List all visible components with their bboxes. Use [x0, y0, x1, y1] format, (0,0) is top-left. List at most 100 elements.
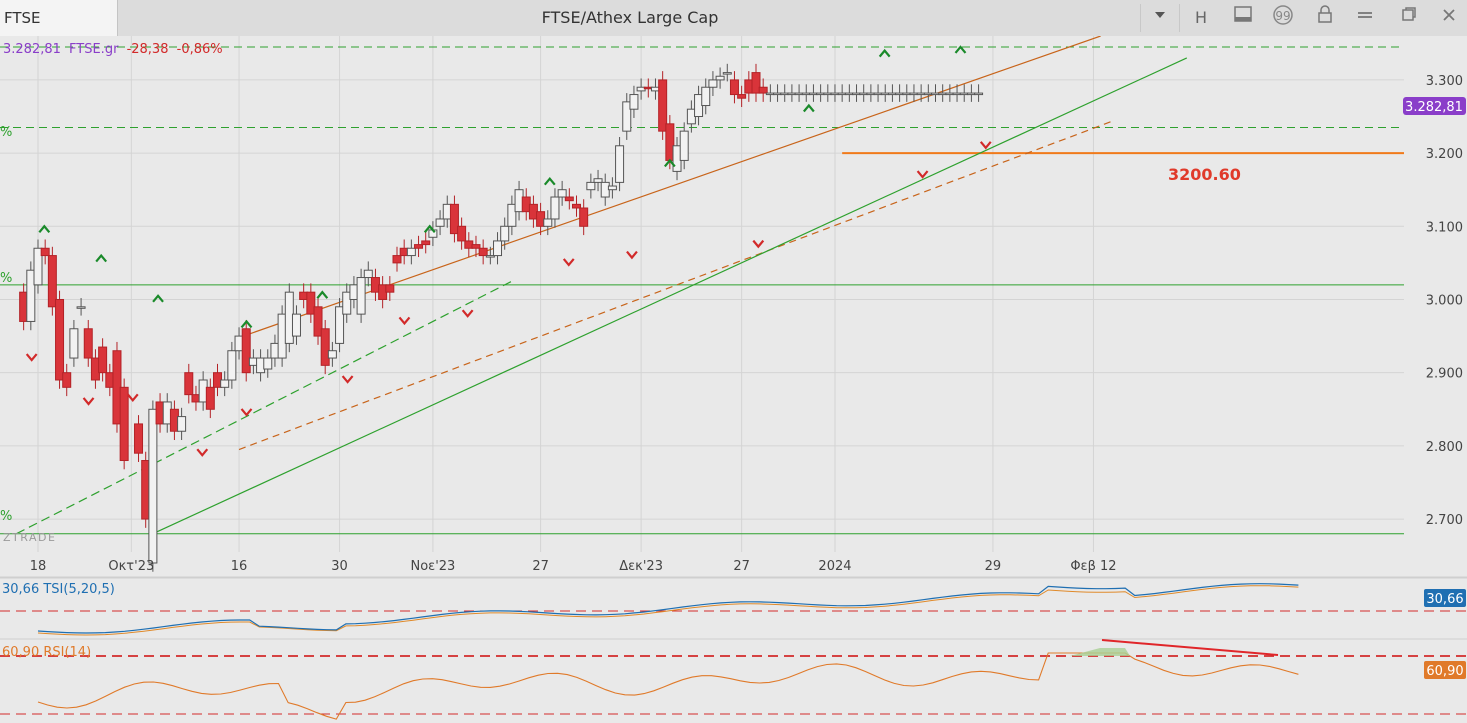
support-trend-line: [152, 57, 1188, 535]
candle-body: [758, 86, 768, 94]
quote-icon[interactable]: 99: [1268, 4, 1298, 32]
fib-pct-mark: %: [0, 271, 12, 286]
candle-body: [579, 207, 589, 227]
candle-body: [148, 408, 158, 564]
candle-body: [457, 225, 467, 242]
candle-body: [493, 240, 503, 257]
candle-body: [629, 94, 639, 110]
down-chevron-icon: [25, 353, 38, 362]
svg-text:3.282,81: 3.282,81: [1405, 100, 1463, 115]
rsi-overbought-fill: [1070, 648, 1130, 656]
down-chevron-icon: [461, 309, 474, 318]
time-tick-label: 29: [985, 559, 1002, 574]
rsi-label: 60,90 RSI(14): [2, 645, 91, 660]
readout-price: 3.282,81: [3, 42, 61, 57]
candle-body: [119, 386, 129, 462]
svg-text:99: 99: [1275, 9, 1290, 23]
candle-body: [737, 94, 747, 99]
tsi-badge: 30,66: [1424, 589, 1466, 607]
candle-body: [485, 255, 495, 258]
candle-body: [414, 244, 424, 249]
readout-change-pct: -0,86%: [177, 42, 223, 57]
candle-body: [55, 298, 65, 381]
candle-body: [69, 328, 79, 359]
candle-body: [572, 203, 581, 209]
candle-body: [313, 306, 323, 337]
up-chevron-icon: [316, 290, 329, 299]
up-chevron-icon: [663, 158, 676, 168]
window-title: FTSE/Athex Large Cap: [541, 8, 719, 27]
candle-body: [356, 277, 366, 315]
price-tick-label: 2.700: [1426, 513, 1463, 528]
candle-body: [435, 218, 445, 227]
candle-body: [471, 244, 481, 249]
close-icon[interactable]: [1434, 4, 1464, 32]
time-tick-label: 30: [331, 559, 348, 574]
candle-body: [320, 328, 330, 366]
watermark: ZTRADE: [3, 531, 56, 544]
down-chevron-icon: [562, 258, 575, 267]
candle-body: [306, 291, 316, 315]
up-chevron-icon: [954, 45, 967, 54]
tsi-panel: [0, 576, 1467, 636]
chevron-down-icon[interactable]: [1140, 4, 1180, 32]
up-chevron-icon: [802, 103, 815, 113]
candle-body: [607, 185, 617, 191]
candle-body: [62, 372, 72, 388]
symbol-tab[interactable]: FTSE: [0, 0, 118, 36]
h-button[interactable]: H: [1194, 8, 1208, 27]
panel-icon[interactable]: [1228, 4, 1258, 32]
down-chevron-icon: [626, 250, 638, 260]
time-tick-label: 27: [733, 559, 750, 574]
candle-body: [507, 203, 517, 227]
candle-body: [586, 181, 596, 191]
up-chevron-icon: [38, 224, 51, 233]
candle-body: [557, 189, 567, 198]
candle-body: [564, 196, 574, 202]
candle-body: [227, 350, 237, 381]
candle-body: [40, 247, 50, 257]
time-tick-label: Δεκ'23: [619, 559, 663, 574]
candle-body: [679, 130, 689, 161]
up-chevron-icon: [878, 48, 891, 58]
candle-body: [363, 269, 373, 279]
svg-text:30,66: 30,66: [1426, 592, 1463, 607]
candle-body: [342, 291, 352, 315]
lock-icon[interactable]: [1310, 4, 1340, 32]
swing-markers: [25, 45, 992, 457]
price-tick-label: 3.200: [1426, 147, 1463, 162]
time-tick-label: 27: [532, 559, 549, 574]
candle-body: [26, 269, 36, 322]
candle-body: [327, 350, 337, 359]
header-readout: 3.282,81 FTSE.gr -28,38 -0,86%: [3, 42, 223, 57]
candle-body: [729, 79, 739, 96]
down-chevron-icon: [979, 141, 992, 150]
candle-body: [751, 72, 761, 94]
candle-body: [550, 196, 560, 220]
down-chevron-icon: [916, 170, 929, 179]
price-tick-label: 2.900: [1426, 367, 1463, 382]
candle-body: [715, 75, 725, 81]
time-tick-label: Φεβ 12: [1070, 559, 1116, 574]
fib-pct-mark: %: [0, 509, 12, 524]
early-trend-line: [16, 280, 513, 535]
down-chevron-icon: [82, 397, 95, 406]
minimize-icon[interactable]: [1350, 4, 1380, 32]
readout-symbol: FTSE.gr: [69, 42, 119, 57]
candle-body: [98, 346, 108, 374]
price-level-lines: [0, 46, 1404, 535]
level-annotation: 3200.60: [1168, 165, 1241, 184]
restore-icon[interactable]: [1394, 4, 1424, 32]
down-chevron-icon: [126, 393, 139, 403]
time-axis: 18 Οκτ'23 16 30 Νοε'23 27 Δεκ'23 27 2024 29 Φεβ 12: [0, 559, 1467, 579]
tsi-line: [37, 583, 1299, 634]
price-tick-label: 3.100: [1426, 220, 1463, 235]
tsi-signal-line: [37, 585, 1299, 636]
candle-body: [291, 313, 301, 337]
down-chevron-icon: [752, 239, 765, 249]
price-axis: 2.700 2.800 2.900 3.000 3.100 3.200 3.300: [1426, 74, 1463, 528]
up-chevron-icon: [240, 319, 253, 329]
candle-body: [421, 240, 431, 246]
price-chart[interactable]: 2.700 2.800 2.900 3.000 3.100 3.200 3.300 18 Οκ…: [0, 36, 1467, 723]
candle-body: [385, 284, 395, 293]
